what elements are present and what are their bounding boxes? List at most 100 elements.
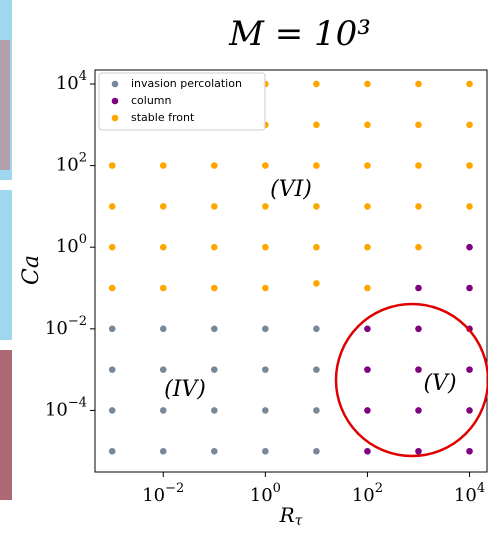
point: [262, 203, 269, 210]
point: [160, 244, 167, 251]
point: [109, 448, 116, 455]
chart-title: M = 10³: [228, 14, 371, 54]
point: [466, 162, 473, 169]
point: [466, 244, 473, 251]
point: [211, 448, 218, 455]
y-tick-label: 10−4: [45, 395, 87, 421]
edge-strip-part: [0, 40, 10, 170]
x-axis-label: Rτ: [279, 503, 303, 530]
point: [364, 407, 371, 414]
point: [211, 162, 218, 169]
point: [313, 366, 320, 373]
point: [313, 162, 320, 169]
x-tick-label: 100: [250, 481, 281, 507]
point: [313, 203, 320, 210]
point: [211, 407, 218, 414]
point: [364, 326, 371, 333]
annotation: (IV): [164, 377, 206, 402]
point: [466, 407, 473, 414]
point: [262, 407, 269, 414]
point: [313, 121, 320, 128]
point: [313, 280, 320, 287]
point: [109, 203, 116, 210]
y-tick-label: 100: [56, 232, 87, 257]
legend-label: column: [131, 94, 172, 107]
point: [364, 203, 371, 210]
point: [262, 448, 269, 455]
point: [160, 162, 167, 169]
point: [415, 366, 422, 373]
legend-label: stable front: [131, 111, 195, 124]
legend: invasion percolation column stable front: [99, 73, 265, 130]
y-tick-label: 10−2: [45, 313, 87, 339]
chart: M = 10³ Rτ Ca (VI) (IV) (V) invasion per…: [0, 0, 488, 530]
point: [160, 326, 167, 333]
point: [415, 203, 422, 210]
annotation: (VI): [270, 177, 312, 202]
point: [364, 162, 371, 169]
point: [415, 326, 422, 333]
point: [262, 366, 269, 373]
edge-strip: [0, 0, 12, 500]
edge-strip-part: [0, 190, 12, 340]
point: [160, 285, 167, 292]
point: [262, 162, 269, 169]
y-tick-label: 102: [56, 150, 87, 176]
point: [109, 407, 116, 414]
point: [109, 244, 116, 251]
point: [160, 203, 167, 210]
point: [313, 326, 320, 333]
point: [262, 326, 269, 333]
point: [211, 244, 218, 251]
x-tick-label: 102: [352, 481, 383, 507]
point: [160, 366, 167, 373]
point: [313, 407, 320, 414]
x-tick-label: 104: [454, 481, 485, 507]
y-axis-label: Ca: [19, 255, 44, 285]
point: [364, 448, 371, 455]
page: {"chart_data": {"type": "scatter", "titl…: [0, 0, 488, 530]
point: [466, 121, 473, 128]
legend-marker: [112, 81, 119, 88]
highlight-circle: [336, 304, 488, 456]
point: [160, 448, 167, 455]
point: [415, 448, 422, 455]
point: [466, 203, 473, 210]
legend-marker: [112, 115, 119, 122]
point: [415, 162, 422, 169]
point: [211, 203, 218, 210]
y-tick-label: 104: [56, 68, 87, 94]
point: [466, 81, 473, 88]
point: [415, 81, 422, 88]
point: [364, 285, 371, 292]
point: [313, 81, 320, 88]
point: [364, 366, 371, 373]
point: [415, 244, 422, 251]
point: [109, 366, 116, 373]
annotation: (V): [423, 371, 456, 396]
edge-strip-part: [0, 350, 12, 500]
point: [109, 162, 116, 169]
legend-label: invasion percolation: [131, 77, 242, 90]
point: [466, 285, 473, 292]
x-tick-label: 10−2: [142, 481, 184, 507]
point: [364, 121, 371, 128]
point: [415, 121, 422, 128]
point: [466, 366, 473, 373]
point: [109, 285, 116, 292]
point: [313, 448, 320, 455]
legend-marker: [112, 98, 119, 105]
point: [364, 81, 371, 88]
point: [262, 285, 269, 292]
point: [415, 285, 422, 292]
point: [466, 448, 473, 455]
point: [313, 244, 320, 251]
point: [262, 244, 269, 251]
point: [160, 407, 167, 414]
point: [211, 366, 218, 373]
point: [364, 244, 371, 251]
point: [211, 326, 218, 333]
point: [109, 326, 116, 333]
point: [415, 407, 422, 414]
point: [211, 285, 218, 292]
